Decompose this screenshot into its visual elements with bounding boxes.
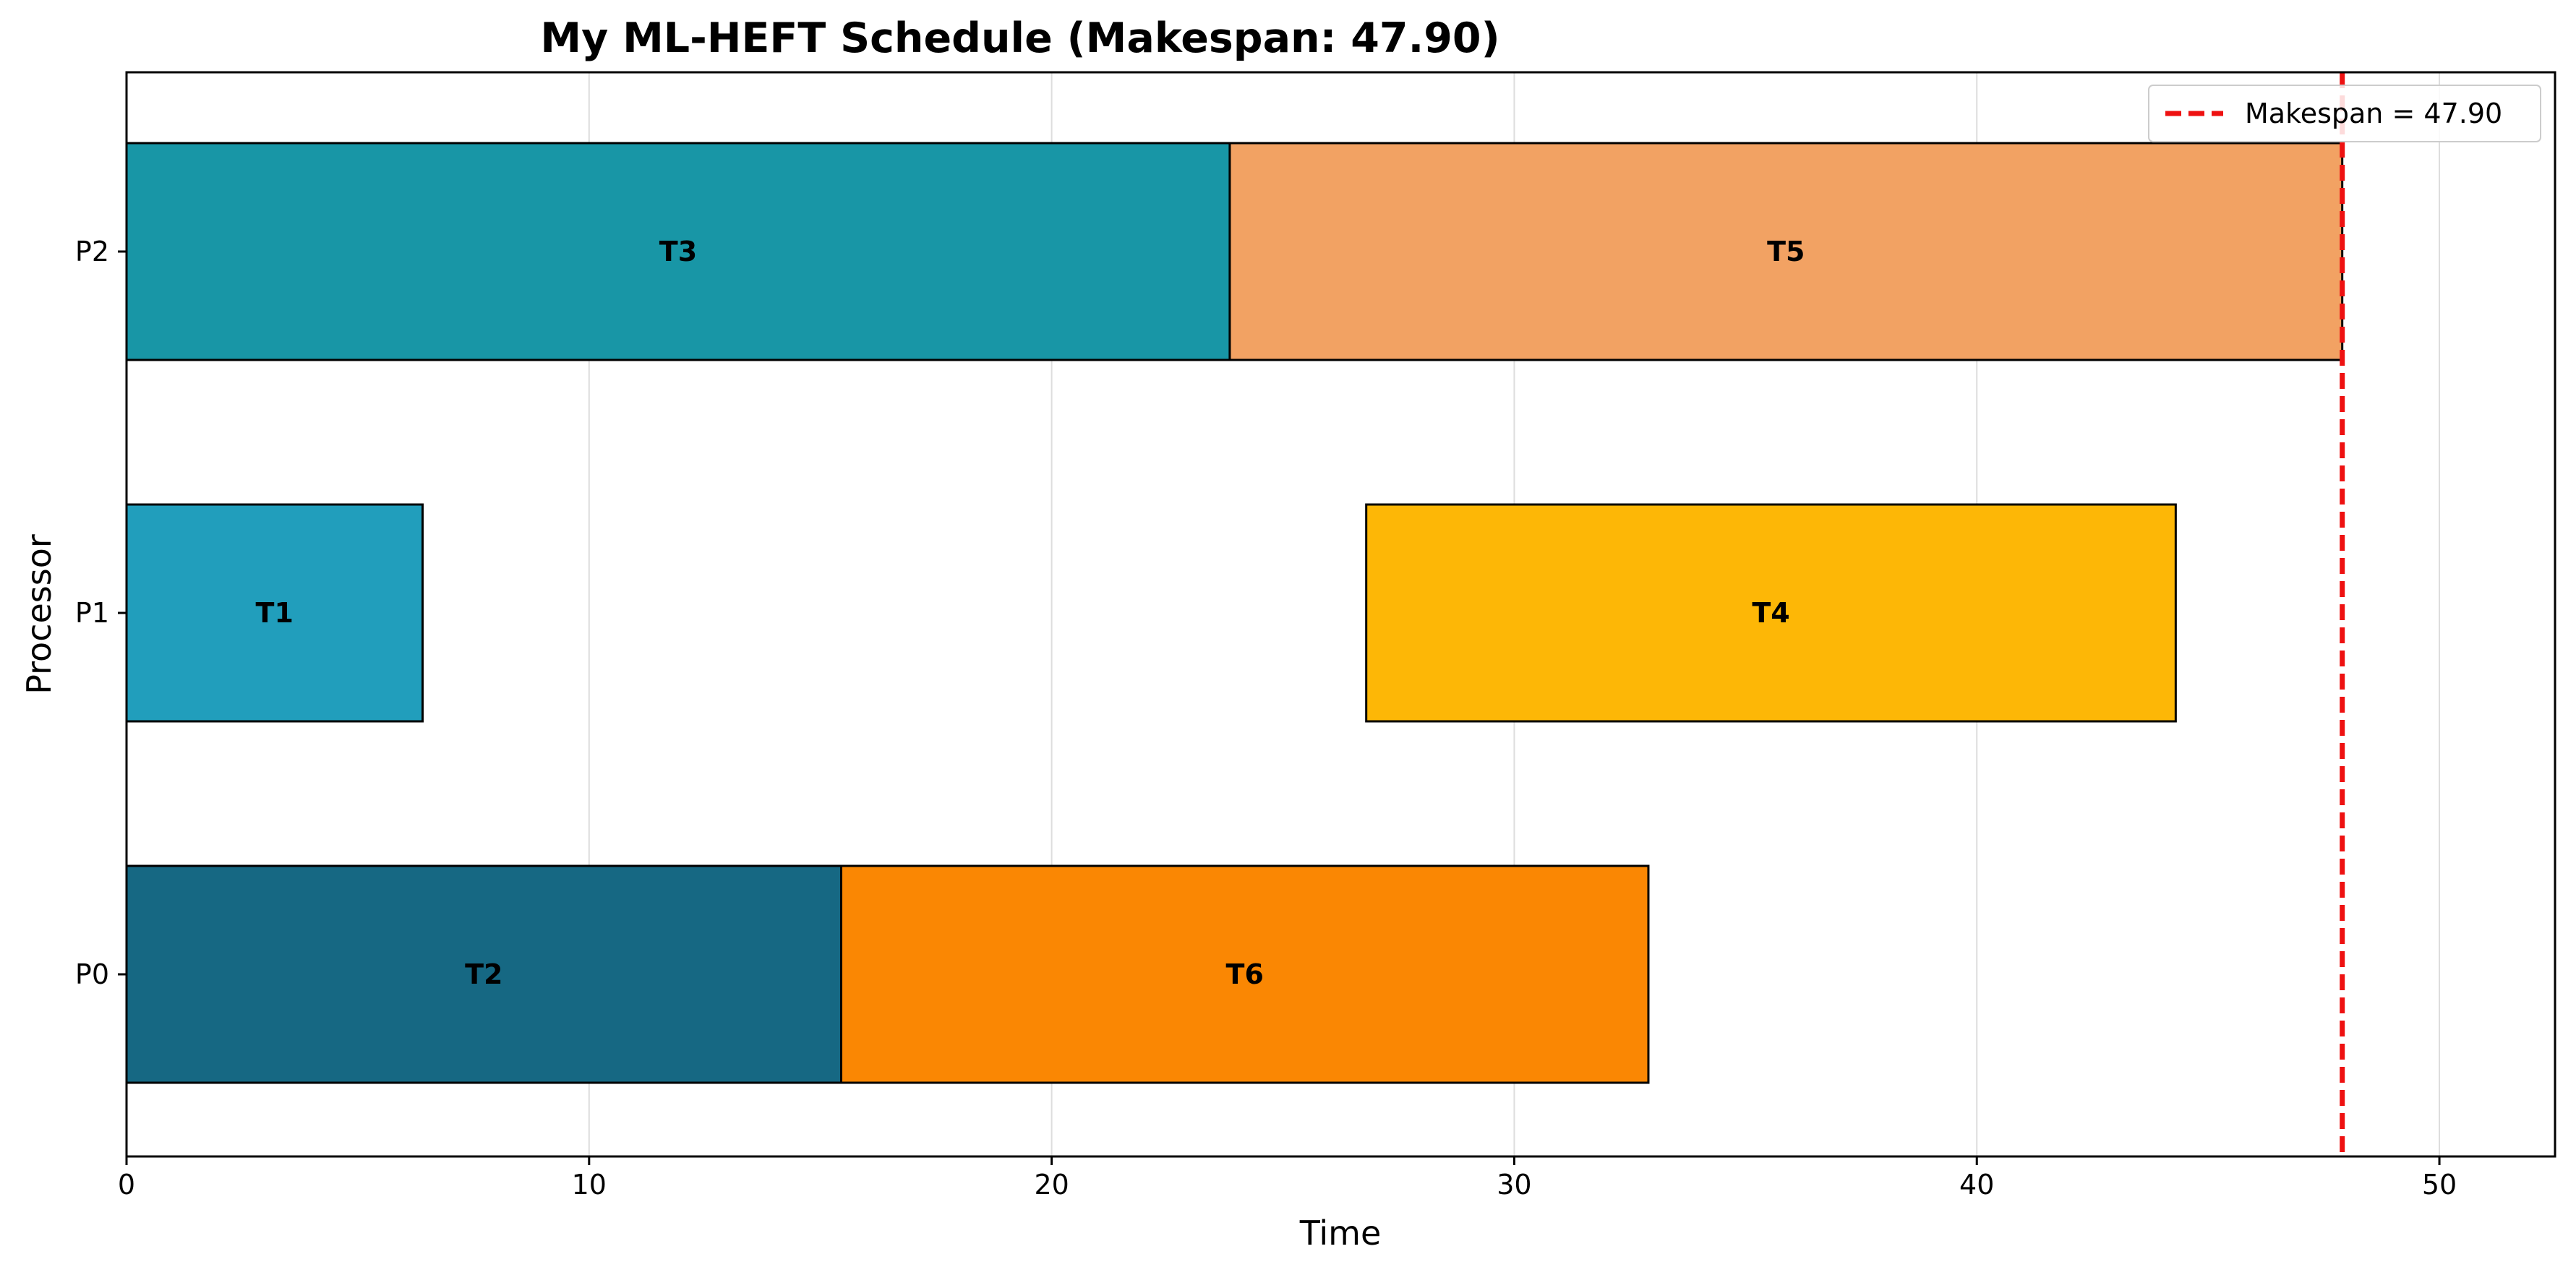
task-label-t1: T1	[256, 597, 294, 629]
x-tick-label: 40	[1959, 1169, 1994, 1201]
x-axis-label: Time	[1299, 1214, 1382, 1253]
x-tick-label: 0	[118, 1169, 135, 1201]
y-axis: P0 P1 P2	[75, 236, 127, 990]
x-tick-label: 10	[572, 1169, 607, 1201]
task-label-t6: T6	[1226, 958, 1264, 990]
x-tick-label: 20	[1034, 1169, 1069, 1201]
task-label-t3: T3	[659, 236, 697, 267]
legend-box	[2148, 85, 2541, 142]
bars-layer: T3 T5 T1 T4 T2 T6	[125, 142, 2344, 1084]
task-bar-t2	[125, 864, 843, 1084]
x-tick-label: 50	[2422, 1169, 2457, 1201]
task-label-t4: T4	[1752, 597, 1789, 629]
task-bar-t3	[125, 142, 1231, 361]
task-bar-t6	[840, 864, 1650, 1084]
x-tick-label: 30	[1497, 1169, 1531, 1201]
task-label-t2: T2	[465, 958, 502, 990]
y-tick-label-p1: P1	[75, 597, 109, 629]
task-bar-t5	[1228, 142, 2344, 361]
task-label-t5: T5	[1767, 236, 1805, 267]
x-axis: 0 10 20 30 40 50	[118, 1156, 2457, 1201]
legend: Makespan = 47.90	[2148, 85, 2541, 142]
task-bar-t1	[125, 503, 424, 723]
task-bar-t4	[1365, 503, 2177, 723]
y-tick-label-p0: P0	[75, 958, 109, 990]
plot-frame	[125, 71, 2556, 1158]
chart-title: My ML-HEFT Schedule (Makespan: 47.90)	[540, 14, 1499, 62]
legend-makespan-label: Makespan = 47.90	[2245, 98, 2502, 129]
y-tick-label-p2: P2	[75, 236, 109, 267]
y-axis-label: Processor	[20, 534, 59, 695]
